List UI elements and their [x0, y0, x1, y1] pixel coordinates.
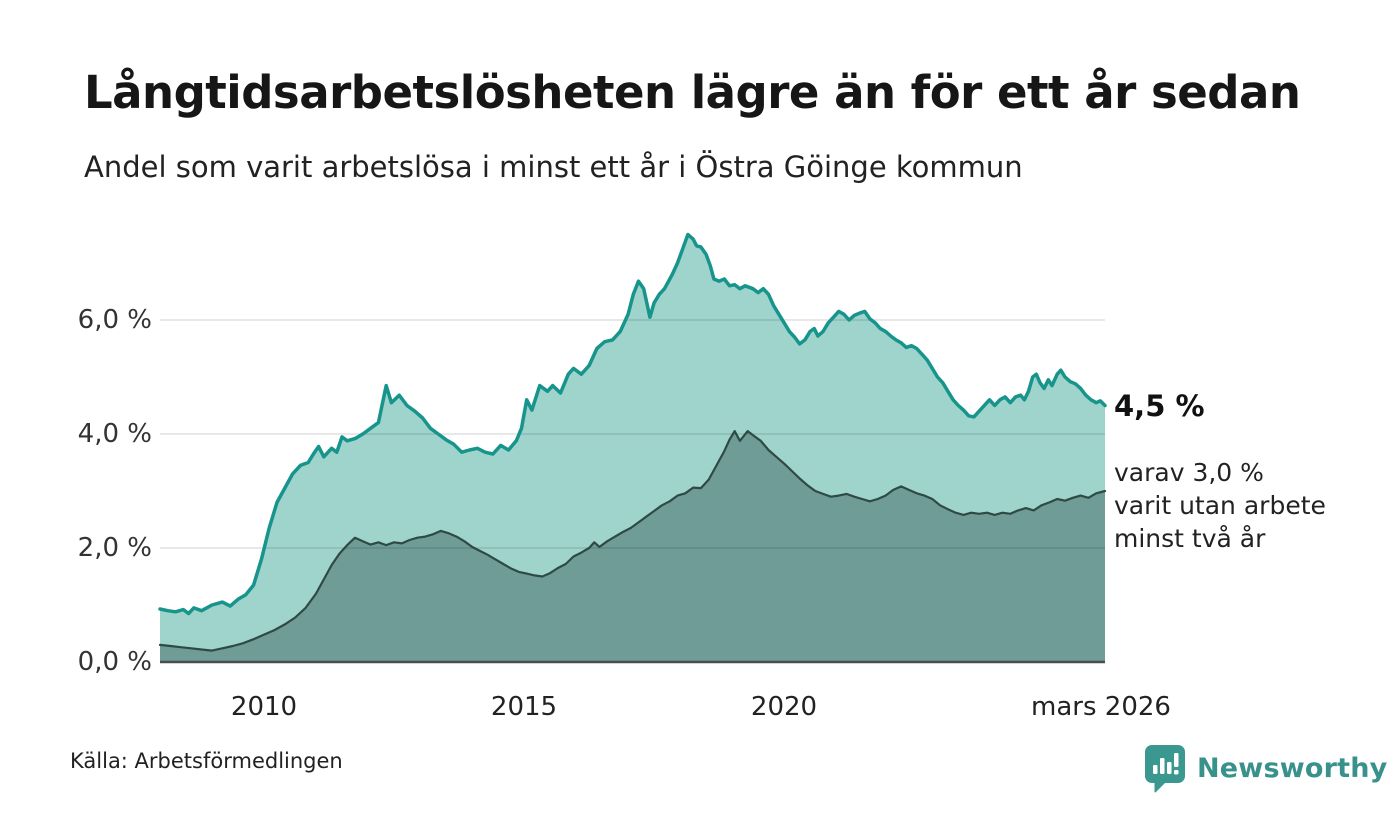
x-tick-2010: 2010	[230, 692, 298, 722]
detail-line-1: varav 3,0 %	[1114, 458, 1264, 487]
gridlines	[160, 319, 1105, 549]
detail-line-2: varit utan arbete	[1114, 491, 1326, 520]
y-tick-6: 6,0 %	[77, 305, 152, 335]
newsworthy-logo: Newsworthy	[1143, 743, 1387, 793]
detail-line-3: minst två år	[1114, 524, 1266, 553]
source-credit: Källa: Arbetsförmedlingen	[70, 749, 343, 773]
x-tick-2015: 2015	[490, 692, 558, 722]
y-tick-0: 0,0 %	[77, 647, 152, 677]
latest-detail-label: varav 3,0 % varit utan arbete minst två …	[1114, 456, 1326, 555]
newsworthy-wordmark: Newsworthy	[1197, 752, 1388, 784]
chart-subtitle: Andel som varit arbetslösa i minst ett å…	[84, 150, 1023, 184]
newsworthy-icon	[1143, 743, 1187, 793]
x-tick-mars-2026: mars 2026	[1031, 692, 1171, 722]
line-total	[158, 232, 1107, 616]
line-two-years	[158, 430, 1107, 652]
x-tick-2020: 2020	[750, 692, 818, 722]
area-fill-two-years	[160, 431, 1105, 662]
y-tick-2: 2,0 %	[77, 533, 152, 563]
latest-value-label: 4,5 %	[1114, 389, 1205, 423]
y-tick-4: 4,0 %	[77, 419, 152, 449]
page-title: Långtidsarbetslösheten lägre än för ett …	[84, 66, 1301, 119]
